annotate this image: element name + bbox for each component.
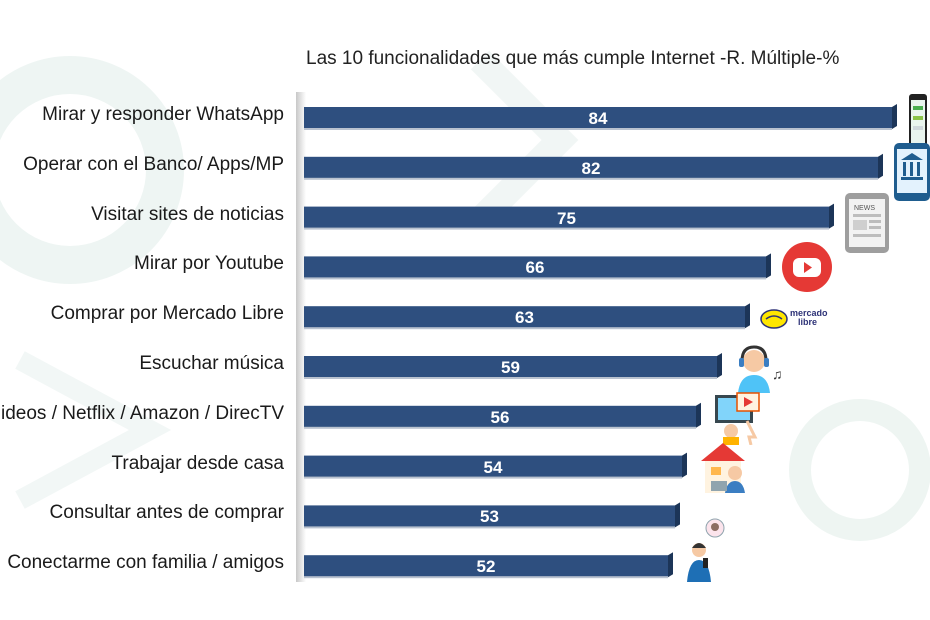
bar-value-label: 53 [480,507,499,527]
category-label: Comprar por Mercado Libre [50,303,284,325]
bar-value-label: 56 [490,407,510,427]
youtube-icon [781,241,833,298]
bar-edge [696,402,701,428]
category-label: Trabajar desde casa [111,452,284,474]
axis-shade [296,92,306,582]
category-label: Escuchar música [139,353,284,374]
bar-value-label: 84 [588,109,608,128]
bar [304,306,745,328]
bar-shadow [304,176,878,180]
bar-shadow [304,226,829,230]
bar [304,107,892,128]
bar-value-label: 59 [501,358,520,377]
news-tablet-icon: NEWS [844,192,890,259]
bar-edge [682,452,687,478]
bar-value-label: 63 [515,308,534,328]
category-label: Operar con el Banco/ Apps/MP [23,153,284,175]
bar-edge [675,502,680,528]
category-label: ideos / Netflix / Amazon / DirecTV [1,402,284,424]
bar-value-label: 52 [476,557,496,577]
bar-edge [766,253,771,279]
category-label: Mirar y responder WhatsApp [42,104,284,125]
svg-text:♫: ♫ [772,366,783,382]
bar-edge [717,353,722,378]
bar-shadow [304,376,717,379]
bar-shadow [304,127,892,130]
bar-edge [829,203,834,229]
bar [304,256,766,278]
bar-shadow [304,475,682,479]
bar [304,505,675,527]
music-listener-icon: ♫ [732,341,784,400]
category-label: Conectarme con familia / amigos [7,552,284,574]
bar [304,356,717,377]
category-label: Visitar sites de noticias [91,203,284,225]
category-label: Mirar por Youtube [134,253,284,275]
bar [304,206,829,228]
video-call-icon [683,518,727,587]
svg-text:mercado: mercado [790,308,828,318]
bar-edge [878,153,883,179]
streaming-video-icon [711,391,765,450]
bar [304,156,878,178]
bar-shadow [304,525,675,529]
bar-value-label: 66 [525,258,545,278]
bar [304,555,668,577]
bar-value-label: 82 [581,158,601,178]
bar-shadow [304,575,668,579]
mercado-libre-logo: mercado libre [760,291,838,338]
work-from-home-icon [697,441,753,500]
bar-shadow [304,276,766,280]
svg-text:libre: libre [798,317,817,327]
category-label: Consultar antes de comprar [49,502,284,524]
bar-edge [668,552,673,578]
bar-shadow [304,326,745,330]
bar-value-label: 75 [557,208,576,228]
svg-text:NEWS: NEWS [854,205,875,212]
bar-shadow [304,425,696,429]
bank-app-icon [893,142,930,207]
chart-title: Las 10 funcionalidades que más cumple In… [306,48,840,69]
bar [304,405,696,427]
bar-edge [892,104,897,129]
bar-edge [745,303,750,329]
bar-value-label: 54 [483,457,503,477]
bar [304,455,682,477]
